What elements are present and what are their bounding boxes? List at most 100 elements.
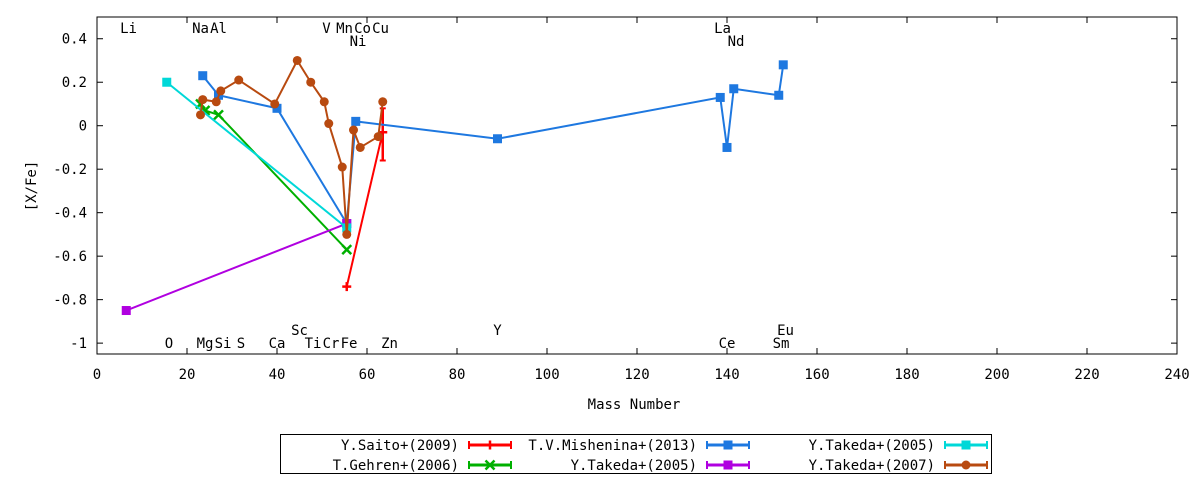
data-point [342, 229, 352, 239]
y-axis: 0.4 0.2 0 -0.2 -0.4 -0.6 -0.8 -1 [53, 32, 1177, 352]
data-point [337, 162, 347, 172]
data-point [270, 99, 280, 109]
data-point [216, 86, 226, 96]
legend-entries: Y.Saito+(2009) T.Gehren+(2006) T.V.Misheni… [333, 438, 988, 474]
series-line [199, 103, 348, 251]
x-tick-label: 220 [1074, 367, 1099, 383]
element-label: O [165, 336, 173, 352]
data-point [355, 142, 365, 152]
series-line [166, 81, 348, 229]
element-label: Ce [719, 336, 736, 352]
element-label: Zn [381, 336, 398, 352]
x-tick-label: 80 [449, 367, 466, 383]
data-point [485, 440, 495, 450]
data-point [723, 460, 733, 470]
legend-entry: Y.Takeda+(2005) [571, 458, 750, 474]
data-point [121, 306, 131, 316]
series-line [199, 58, 384, 235]
series [121, 219, 352, 316]
data-point [198, 95, 208, 105]
data-point [196, 110, 205, 120]
element-label: S [237, 336, 245, 352]
x-tick-label: 40 [269, 367, 286, 383]
data-point [961, 460, 971, 470]
legend: Y.Saito+(2009) T.Gehren+(2006) T.V.Misheni… [280, 434, 992, 474]
legend-label: Y.Takeda+(2007) [809, 458, 935, 474]
legend-label: Y.Takeda+(2005) [809, 438, 935, 454]
plot-frame [96, 16, 1178, 355]
y-tick-label: -0.4 [53, 206, 87, 222]
data-point [774, 90, 784, 100]
x-axis-label: Mass Number [588, 397, 681, 413]
element-label: Al [210, 21, 227, 37]
series-line [201, 64, 785, 227]
data-point [378, 97, 388, 107]
element-label: Mg [197, 336, 214, 352]
x-tick-label: 0 [93, 367, 101, 383]
legend-entry: T.Gehren+(2006) [333, 458, 512, 474]
element-label: Ca [269, 336, 286, 352]
y-tick-label: 0.2 [62, 75, 87, 91]
element-label: Nd [728, 34, 745, 50]
series-line [345, 132, 384, 287]
element-label: Fe [341, 336, 358, 352]
x-tick-label: 120 [624, 367, 649, 383]
y-tick-label: -0.8 [53, 293, 87, 309]
data-point [198, 71, 208, 81]
y-tick-label: 0 [79, 119, 87, 135]
x-tick-label: 100 [534, 367, 559, 383]
x-tick-label: 180 [894, 367, 919, 383]
legend-label: Y.Saito+(2009) [341, 438, 459, 454]
element-label: Mn [336, 21, 353, 37]
data-point [961, 440, 971, 450]
data-point [306, 77, 316, 87]
element-label: Na [192, 21, 209, 37]
data-point [234, 75, 244, 85]
y-axis-label: [X/Fe] [24, 161, 40, 212]
plot-border [96, 16, 1178, 355]
data-point [484, 459, 496, 471]
data-point [729, 84, 739, 94]
element-label: Li [120, 21, 137, 37]
data-point [292, 55, 302, 65]
data-point [373, 132, 383, 142]
data-point [493, 134, 502, 144]
data-point [342, 282, 352, 292]
data-point [722, 142, 732, 152]
series-layer [121, 55, 788, 316]
element-label: Sc [291, 323, 308, 339]
data-point [162, 77, 172, 87]
data-point [351, 116, 361, 126]
element-label: V [322, 21, 331, 37]
element-label: Si [215, 336, 232, 352]
x-tick-label: 160 [804, 367, 829, 383]
data-point [213, 109, 224, 121]
y-tick-label: -1 [70, 336, 87, 352]
element-label: Co [354, 21, 371, 37]
data-point [319, 97, 329, 107]
data-point [349, 125, 358, 135]
legend-entry: T.V.Mishenina+(2013) [528, 438, 750, 454]
legend-entry: Y.Saito+(2009) [341, 438, 512, 454]
data-point [778, 60, 788, 70]
legend-entry: Y.Takeda+(2007) [809, 458, 988, 474]
legend-label: T.V.Mishenina+(2013) [528, 438, 697, 454]
legend-label: T.Gehren+(2006) [333, 458, 459, 474]
element-label: Sm [773, 336, 790, 352]
element-label: Ni [350, 34, 367, 50]
series [342, 107, 388, 292]
x-tick-label: 140 [714, 367, 739, 383]
x-axis: 0 20 40 60 80 100 120 140 160 180 200 220 240 [93, 17, 1190, 383]
legend-label: Y.Takeda+(2005) [571, 458, 697, 474]
series [198, 60, 788, 229]
element-label: Ti [305, 336, 322, 352]
data-point [272, 103, 282, 113]
element-label: Eu [777, 323, 794, 339]
y-tick-label: 0.4 [62, 32, 87, 48]
x-tick-label: 60 [359, 367, 376, 383]
data-point [324, 119, 334, 129]
y-tick-label: -0.6 [53, 249, 87, 265]
series [196, 55, 388, 239]
series-line [125, 222, 348, 312]
